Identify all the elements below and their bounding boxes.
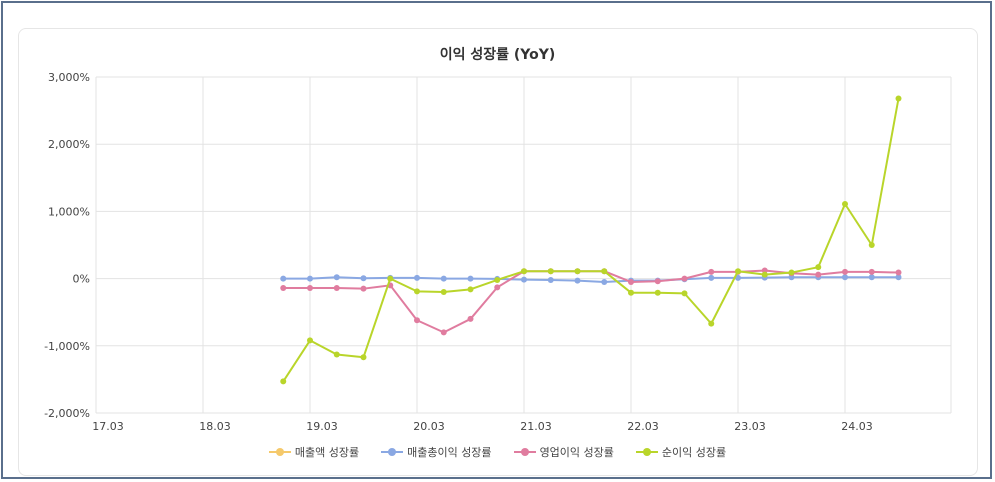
legend-label: 영업이익 성장률: [539, 446, 614, 459]
data-point: [601, 278, 608, 285]
data-point: [333, 274, 340, 281]
legend-label: 순이익 성장률: [661, 446, 727, 459]
x-tick-label: 21.03: [520, 420, 552, 433]
data-point: [307, 337, 313, 344]
legend-marker-icon: [381, 447, 404, 457]
data-point: [387, 275, 394, 282]
data-point: [681, 290, 688, 297]
data-point: [360, 285, 367, 292]
y-tick-label: -2,000%: [44, 407, 90, 420]
data-point: [280, 378, 287, 385]
data-point: [708, 268, 715, 275]
data-point: [440, 289, 447, 296]
legend-marker-icon: [513, 447, 536, 457]
data-point: [601, 268, 608, 275]
data-point: [333, 351, 340, 358]
data-point: [815, 264, 822, 271]
data-point: [521, 268, 527, 275]
legend-item[interactable]: 매출총이익 성장률: [381, 444, 492, 460]
legend-label: 매출총이익 성장률: [407, 446, 492, 459]
data-point: [708, 320, 715, 327]
data-point: [494, 284, 501, 291]
data-point: [333, 285, 340, 292]
legend-item[interactable]: 매출액 성장률: [268, 444, 360, 460]
legend-marker-icon: [268, 447, 291, 457]
x-tick-label: 18.03: [199, 420, 231, 433]
data-point: [788, 269, 795, 276]
data-point: [868, 274, 875, 281]
data-point: [467, 275, 474, 282]
data-point: [414, 288, 420, 295]
data-point: [842, 274, 848, 281]
data-point: [681, 275, 688, 282]
data-point: [307, 275, 313, 282]
data-point: [521, 276, 527, 283]
data-point: [307, 285, 313, 292]
data-point: [467, 286, 474, 293]
x-tick-label: 22.03: [627, 420, 659, 433]
data-point: [868, 242, 875, 248]
series-line: [282, 98, 900, 382]
x-tick-label: 19.03: [306, 420, 338, 433]
data-point: [280, 285, 287, 292]
series-line: [283, 276, 899, 283]
data-point: [628, 278, 634, 285]
data-point: [360, 275, 367, 282]
y-tick-label: 0%: [73, 273, 90, 286]
data-point: [654, 289, 661, 296]
x-tick-label: 17.03: [92, 420, 124, 433]
data-point: [628, 289, 634, 296]
chart-card: [18, 28, 978, 476]
legend-marker-icon: [635, 447, 658, 457]
data-point: [494, 276, 501, 283]
data-point: [842, 268, 848, 275]
data-point: [761, 271, 768, 278]
x-tick-label: 24.03: [841, 420, 873, 433]
data-point: [654, 278, 661, 285]
legend-item[interactable]: 순이익 성장률: [635, 444, 727, 460]
data-point: [574, 268, 581, 275]
data-point: [467, 315, 474, 322]
y-tick-label: 1,000%: [48, 205, 90, 218]
data-point: [440, 275, 447, 282]
x-tick-label: 20.03: [413, 420, 445, 433]
data-point: [895, 95, 902, 102]
data-point: [815, 271, 822, 278]
data-point: [547, 276, 554, 283]
chart-title: 이익 성장률 (YoY): [439, 47, 556, 63]
chart-legend: 매출액 성장률 매출총이익 성장률 영업이익 성장률 순이익 성장률: [0, 444, 995, 460]
legend-item[interactable]: 영업이익 성장률: [513, 444, 614, 460]
y-tick-label: -1,000%: [44, 340, 90, 353]
legend-label: 매출액 성장률: [294, 446, 360, 459]
data-point: [895, 274, 902, 281]
y-tick-label: 3,000%: [48, 71, 90, 84]
data-point: [574, 277, 581, 284]
data-point: [547, 268, 554, 275]
data-point: [440, 329, 447, 336]
data-point: [868, 268, 875, 275]
data-point: [360, 354, 367, 361]
data-point: [735, 268, 741, 275]
data-point: [842, 201, 848, 208]
data-point: [414, 317, 420, 324]
data-point: [735, 274, 741, 281]
data-point: [280, 275, 287, 282]
data-point: [414, 274, 420, 281]
data-point: [895, 269, 902, 276]
y-tick-label: 2,000%: [48, 138, 90, 151]
x-tick-label: 23.03: [734, 420, 766, 433]
data-point: [708, 274, 715, 281]
